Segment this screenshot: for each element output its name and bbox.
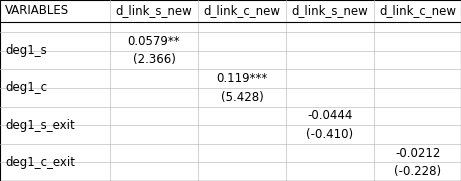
Text: d_link_c_new: d_link_c_new	[379, 5, 456, 18]
Text: (2.366): (2.366)	[133, 53, 176, 66]
Text: deg1_c_exit: deg1_c_exit	[5, 156, 75, 169]
Text: (5.428): (5.428)	[221, 91, 263, 104]
Text: 0.119***: 0.119***	[216, 72, 268, 85]
Text: d_link_c_new: d_link_c_new	[203, 5, 280, 18]
Text: (-0.410): (-0.410)	[307, 128, 354, 141]
Text: deg1_s_exit: deg1_s_exit	[5, 119, 75, 132]
Text: d_link_s_new: d_link_s_new	[292, 5, 368, 18]
Text: d_link_s_new: d_link_s_new	[116, 5, 192, 18]
Text: -0.0444: -0.0444	[307, 109, 353, 122]
Text: deg1_c: deg1_c	[5, 81, 47, 94]
Text: (-0.228): (-0.228)	[395, 165, 442, 178]
Text: VARIABLES: VARIABLES	[5, 5, 69, 18]
Text: 0.0579**: 0.0579**	[128, 35, 180, 48]
Text: deg1_s: deg1_s	[5, 44, 47, 57]
Text: -0.0212: -0.0212	[396, 147, 441, 160]
